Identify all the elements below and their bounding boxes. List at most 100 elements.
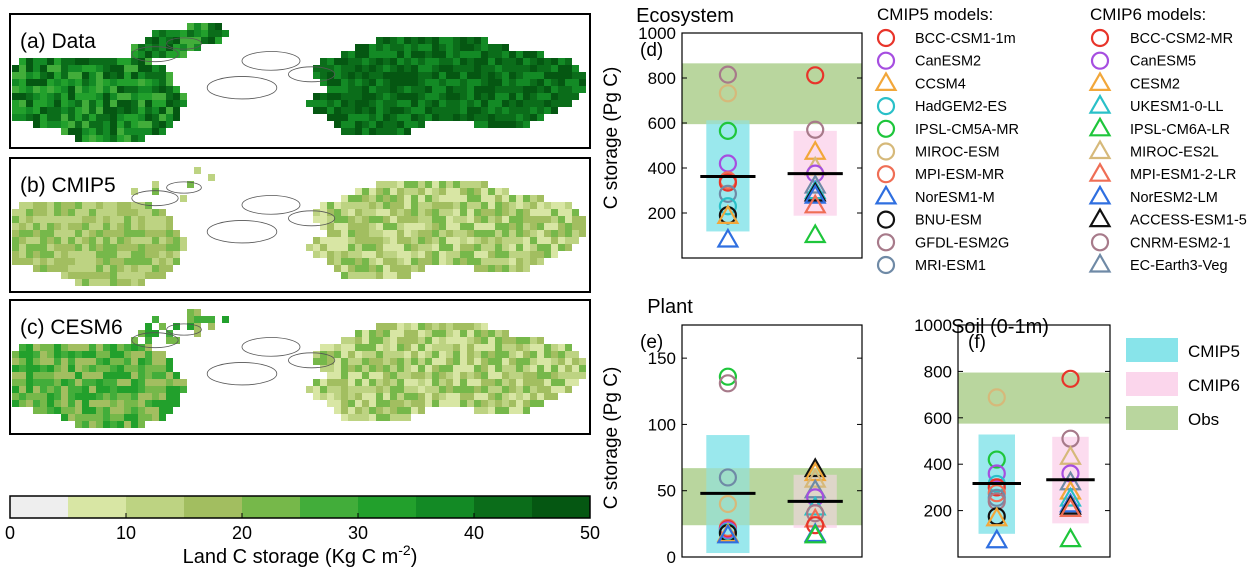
map-cell — [145, 128, 152, 135]
map-cell — [460, 386, 467, 393]
map-cell — [313, 358, 320, 365]
map-cell — [145, 414, 152, 421]
map-cell — [516, 372, 523, 379]
map-cell — [502, 107, 509, 114]
map-cell — [348, 251, 355, 258]
map-cell — [33, 202, 40, 209]
map-cell — [488, 216, 495, 223]
map-cell — [54, 344, 61, 351]
map-cell — [19, 393, 26, 400]
map-cell — [40, 344, 47, 351]
panel-label: (e) — [640, 332, 663, 353]
map-cell — [327, 365, 334, 372]
legend-model-name: UKESM1-0-LL — [1130, 99, 1223, 115]
map-cell — [530, 358, 537, 365]
y-tick-label: 200 — [648, 204, 676, 223]
map-cell — [82, 72, 89, 79]
map-cell — [530, 114, 537, 121]
map-cell — [40, 58, 47, 65]
map-cell — [110, 93, 117, 100]
map-cell — [362, 202, 369, 209]
map-cell — [138, 258, 145, 265]
y-tick-label: 0 — [667, 548, 676, 567]
map-cell — [404, 100, 411, 107]
map-cell — [404, 323, 411, 330]
map-cell — [327, 244, 334, 251]
map-cell — [418, 121, 425, 128]
map-cell — [411, 407, 418, 414]
map-cell — [530, 58, 537, 65]
map-cell — [460, 330, 467, 337]
map-cell — [362, 58, 369, 65]
map-cell — [173, 251, 180, 258]
map-cell — [173, 372, 180, 379]
map-cell — [439, 323, 446, 330]
map-cell — [537, 230, 544, 237]
map-cell — [341, 58, 348, 65]
map-cell — [390, 265, 397, 272]
map-cell — [75, 202, 82, 209]
map-cell — [82, 386, 89, 393]
map-cell — [474, 372, 481, 379]
map-cell — [565, 72, 572, 79]
map-cell — [75, 121, 82, 128]
map-cell — [551, 209, 558, 216]
map-cell — [439, 93, 446, 100]
map-cell — [404, 265, 411, 272]
map-cell — [530, 223, 537, 230]
cmip5-model-point — [718, 494, 738, 514]
map-cell — [82, 372, 89, 379]
map-cell — [453, 188, 460, 195]
map-cell — [551, 86, 558, 93]
map-cell — [96, 223, 103, 230]
map-cell — [117, 344, 124, 351]
map-cell — [411, 400, 418, 407]
map-cell — [446, 86, 453, 93]
legend-cmip6-models: CMIP6 models: BCC-CSM2-MRCanESM5CESM2UKE… — [1088, 5, 1247, 274]
map-cell — [544, 351, 551, 358]
map-cell — [474, 400, 481, 407]
map-cell — [138, 51, 145, 58]
legend-label: CMIP5 — [1188, 342, 1240, 361]
map-cell — [446, 323, 453, 330]
map-cell — [40, 372, 47, 379]
map-cell — [138, 351, 145, 358]
map-cell — [110, 393, 117, 400]
map-cell — [327, 230, 334, 237]
map-cell — [145, 337, 152, 344]
map-cell — [453, 86, 460, 93]
legend-marker — [1088, 139, 1112, 160]
map-cell — [131, 188, 138, 195]
map-cell — [12, 79, 19, 86]
map-cell — [390, 393, 397, 400]
map-cell — [26, 372, 33, 379]
map-cell — [544, 372, 551, 379]
map-cell — [383, 237, 390, 244]
map-cell — [327, 258, 334, 265]
map-cell — [488, 386, 495, 393]
map-cell — [47, 202, 54, 209]
map-cell — [411, 251, 418, 258]
map-cell — [383, 44, 390, 51]
map-cell — [103, 393, 110, 400]
map-cell — [439, 72, 446, 79]
map-cell — [313, 107, 320, 114]
map-cell — [124, 65, 131, 72]
map-cell — [439, 258, 446, 265]
map-cell — [558, 351, 565, 358]
map-cell — [544, 202, 551, 209]
map-cell — [26, 258, 33, 265]
map-cell — [362, 44, 369, 51]
map-cell — [47, 79, 54, 86]
map-cell — [383, 358, 390, 365]
map-cell — [481, 195, 488, 202]
map-cell — [47, 344, 54, 351]
legend-marker — [876, 233, 896, 252]
map-cell — [334, 407, 341, 414]
map-cell — [488, 230, 495, 237]
map-cell — [481, 58, 488, 65]
map-cell — [348, 351, 355, 358]
map-cell — [432, 216, 439, 223]
map-cell — [26, 114, 33, 121]
map-cell — [369, 237, 376, 244]
